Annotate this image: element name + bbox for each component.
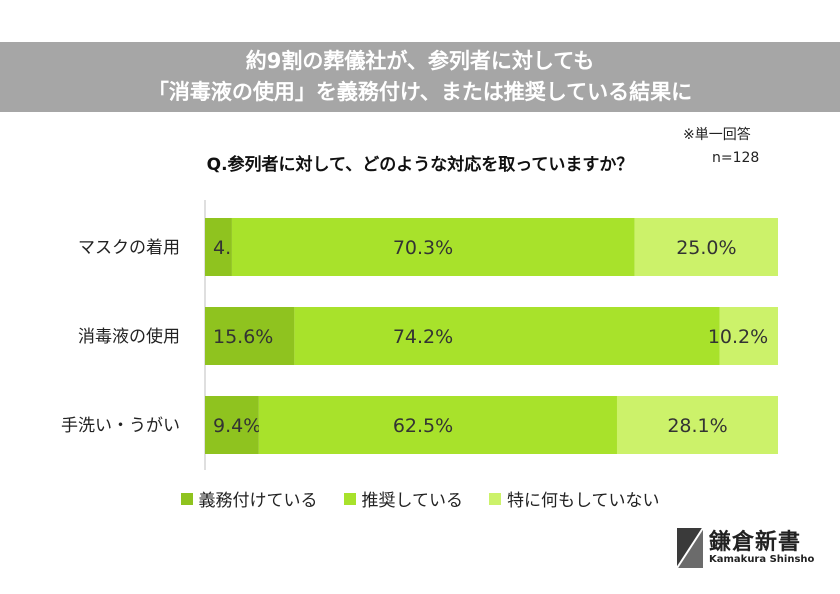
data-label: 9.4% [213,415,261,437]
company-logo: 鎌倉新書 Kamakura Shinsho [675,524,814,574]
bar-segment [616,396,778,454]
data-label: 10.2% [708,326,768,348]
question-text: Q.参列者に対して、どのような対応を取っていますか？ [206,155,634,175]
legend-swatch-mandatory [180,492,193,505]
legend: 義務付けている 推奨している 特に何もしていない [0,486,840,511]
legend-label-nothing: 特に何もしていない [507,491,660,511]
answer-type-note: ※単一回答 [683,127,751,143]
legend-label-recommended: 推奨している [361,491,464,511]
bar-segment [205,307,295,365]
data-label: 28.1% [667,415,727,437]
bar-segment [205,396,259,454]
bar-segment [231,218,635,276]
title-banner: 約9割の葬儀社が、参列者に対しても 「消毒液の使用」を義務付け、または推奨してい… [0,42,840,112]
bar-segment [258,396,617,454]
data-label: 70.3% [393,237,453,259]
bar-segment [205,218,232,276]
title-line-2: 「消毒液の使用」を義務付け、または推奨している結果に [147,80,693,104]
legend-item-mandatory: 義務付けている [180,486,318,511]
category-label: 消毒液の使用 [78,326,180,347]
legend-swatch-recommended [343,492,356,505]
legend-item-nothing: 特に何もしていない [489,486,660,511]
legend-label-mandatory: 義務付けている [198,491,318,511]
logo-subname: Kamakura Shinsho [709,554,815,565]
data-label: 74.2% [393,326,453,348]
data-label: 62.5% [393,415,453,437]
legend-item-recommended: 推奨している [343,486,464,511]
legend-swatch-nothing [489,492,501,505]
logo-name: 鎌倉新書 [709,530,802,555]
title-line-1: 約9割の葬儀社が、参列者に対しても [245,49,595,73]
data-label: 15.6% [213,326,273,348]
bar-segment [294,307,720,365]
category-label: 手洗い・うがい [61,416,180,436]
bar-segment [634,218,778,276]
data-label: 25.0% [676,237,736,259]
sample-size-note: n=128 [712,150,760,166]
bar-segment [719,307,778,365]
category-label: マスクの着用 [78,238,180,258]
logo-mark-icon [676,527,704,569]
